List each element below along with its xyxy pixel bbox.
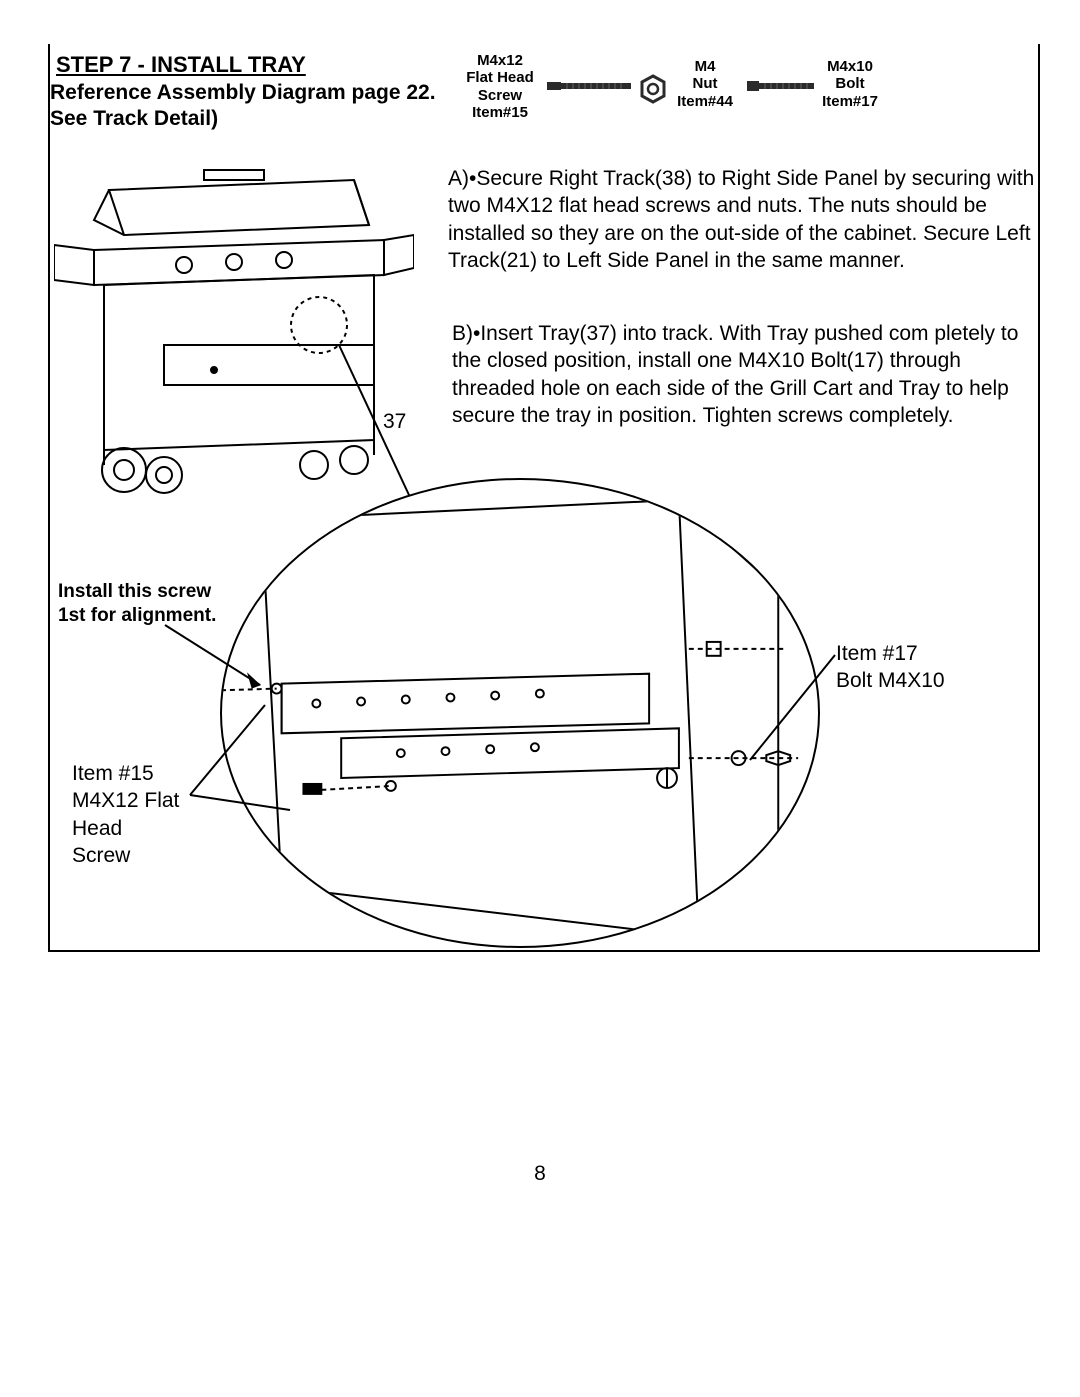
track-detail-svg (222, 480, 818, 947)
callout-item-17: Item #17Bolt M4X10 (836, 640, 945, 695)
instruction-paragraph-a: A)•Secure Right Track(38) to Right Side … (448, 165, 1038, 274)
page-number: 8 (0, 1162, 1080, 1186)
leader-item-15 (185, 700, 295, 820)
hardware-label-nut-m4: M4 Nut Item#44 (665, 58, 745, 110)
bolt-icon (747, 76, 817, 96)
instruction-paragraph-b: B)•Insert Tray(37) into track. With Tray… (452, 320, 1032, 429)
callout-item-15: Item #15M4X12 FlatHeadScrew (72, 760, 179, 869)
step-title: STEP 7 - INSTALL TRAY (56, 52, 306, 78)
hardware-label-screw-m4x12: M4x12 Flat Head Screw Item#15 (455, 52, 545, 121)
arrow-install-first (160, 620, 280, 700)
track-detail-view (220, 478, 820, 948)
callout-number-37: 37 (383, 410, 406, 434)
step-subheading: Reference Assembly Diagram page 22.See T… (50, 80, 436, 133)
hardware-label-bolt-m4x10: M4x10 Bolt Item#17 (810, 58, 890, 110)
screw-icon (547, 76, 637, 96)
nut-icon (638, 74, 668, 104)
hardware-row: M4x12 Flat Head Screw Item#15 M4 Nut Ite… (455, 48, 1045, 128)
leader-item-17 (740, 650, 840, 770)
grill-diagram (54, 150, 414, 500)
